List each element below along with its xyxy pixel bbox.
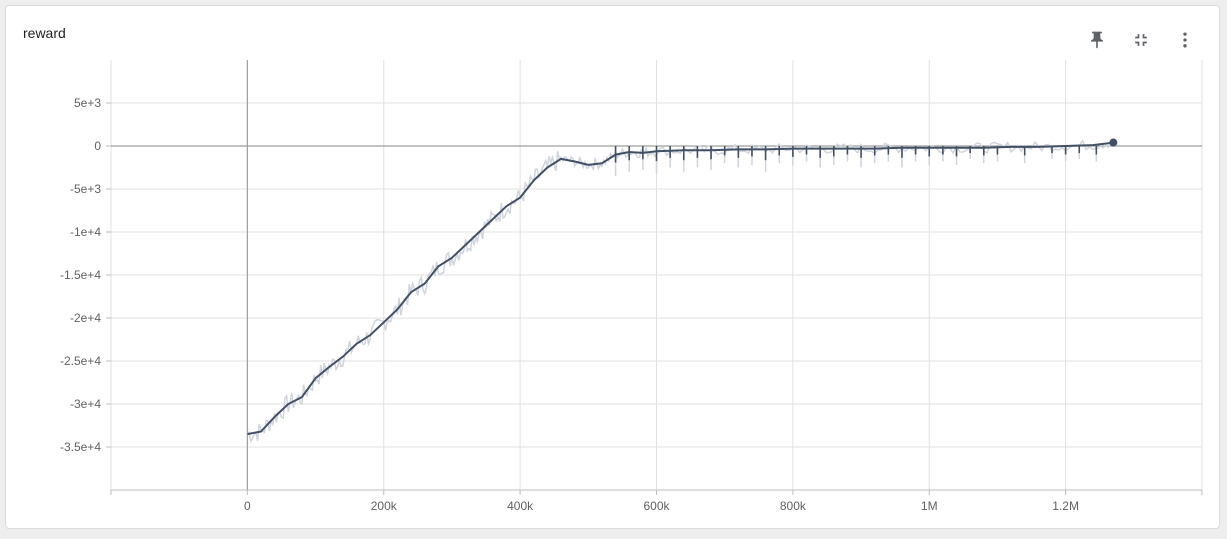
chart-card: reward 0 200k 400k 600k 800k 1M 1.2M 5e+3 0 -5e+3…: [5, 5, 1220, 529]
raw-reward-line: [246, 139, 1114, 444]
y-tick-label: -2.5e+4: [60, 354, 101, 368]
more-options-button[interactable]: [1167, 22, 1203, 58]
pin-button[interactable]: [1079, 22, 1115, 58]
more-vert-icon: [1183, 32, 1187, 48]
x-tick-label: 1.2M: [1052, 499, 1079, 513]
tick-labels: 0 200k 400k 600k 800k 1M 1.2M 5e+3 0 -5e+3 -1e+4 -1…: [60, 96, 1079, 513]
x-tick-label: 1M: [921, 499, 938, 513]
pin-icon: [1091, 31, 1103, 49]
y-tick-label: -2e+4: [70, 311, 101, 325]
x-tick-label: 400k: [507, 499, 534, 513]
y-tick-label: -3e+4: [70, 397, 101, 411]
x-tick-label: 200k: [371, 499, 398, 513]
card-toolbar: [1079, 22, 1203, 58]
y-tick-label: 0: [94, 139, 101, 153]
collapse-button[interactable]: [1123, 22, 1159, 58]
x-tick-label: 0: [244, 499, 251, 513]
y-tick-label: -3.5e+4: [60, 440, 101, 454]
grid: [110, 60, 1203, 490]
y-tick-label: -1e+4: [70, 225, 101, 239]
y-tick-label: -1.5e+4: [60, 268, 101, 282]
x-tick-label: 800k: [780, 499, 807, 513]
last-point-marker: [1109, 138, 1118, 147]
y-tick-label: 5e+3: [74, 96, 101, 110]
smoothed-reward-line: [247, 141, 1114, 436]
collapse-icon: [1135, 34, 1147, 46]
y-tick-label: -5e+3: [70, 182, 101, 196]
card-title: reward: [23, 25, 66, 41]
series-group: [246, 138, 1118, 444]
reward-line-chart[interactable]: 0 200k 400k 600k 800k 1M 1.2M 5e+3 0 -5e+3 -1e+4 -1…: [6, 6, 1221, 530]
x-tick-label: 600k: [643, 499, 670, 513]
